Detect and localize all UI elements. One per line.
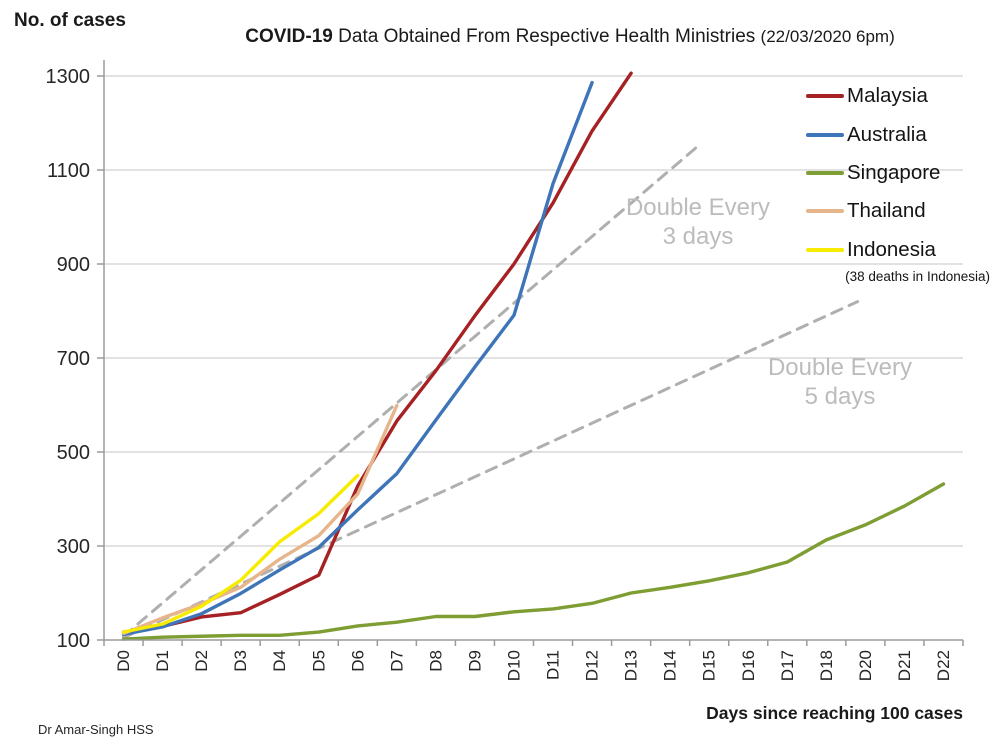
svg-text:D3: D3 <box>231 650 250 672</box>
singapore-line-swatch <box>806 170 844 175</box>
svg-text:D10: D10 <box>504 650 523 681</box>
australia-line-swatch <box>806 132 844 137</box>
svg-text:1300: 1300 <box>46 66 91 88</box>
svg-text:D12: D12 <box>583 650 602 681</box>
legend-item-indonesia: Indonesia <box>806 231 996 269</box>
guide-label-double-5-days: Double Every 5 days <box>740 353 940 411</box>
svg-text:D16: D16 <box>739 650 758 681</box>
svg-text:500: 500 <box>57 442 90 464</box>
legend-item-thailand: Thailand <box>806 192 996 230</box>
indonesia-deaths-note: (38 deaths in Indonesia) <box>845 269 990 284</box>
svg-text:D9: D9 <box>465 650 484 672</box>
legend: Malaysia Australia Singapore Thailand In… <box>806 77 996 269</box>
guide-label-line2: 5 days <box>804 383 876 410</box>
svg-text:D17: D17 <box>778 650 797 681</box>
guide-label-line1: Double Every <box>625 194 771 221</box>
guide-label-double-3-days: Double Every 3 days <box>598 193 798 251</box>
svg-text:D8: D8 <box>426 650 445 672</box>
legend-item-malaysia: Malaysia <box>806 77 996 115</box>
svg-text:D5: D5 <box>309 650 328 672</box>
author-credit: Dr Amar-Singh HSS <box>38 722 154 737</box>
svg-text:D0: D0 <box>114 650 133 672</box>
svg-text:900: 900 <box>57 254 90 276</box>
chart-title: COVID-19 Data Obtained From Respective H… <box>140 26 1000 48</box>
thailand-line-swatch <box>806 209 844 214</box>
chart-title-bold: COVID-19 <box>245 26 333 47</box>
svg-text:D15: D15 <box>700 650 719 681</box>
svg-text:D11: D11 <box>544 650 563 680</box>
svg-text:D22: D22 <box>934 650 953 681</box>
legend-item-australia: Australia <box>806 115 996 153</box>
svg-text:D20: D20 <box>856 650 875 681</box>
svg-text:D6: D6 <box>348 650 367 672</box>
malaysia-line-swatch <box>806 94 844 99</box>
guide-label-line2: 3 days <box>662 223 734 250</box>
legend-label: Singapore <box>847 160 941 184</box>
chart-title-date: (22/03/2020 6pm) <box>760 27 895 46</box>
svg-text:100: 100 <box>57 630 90 652</box>
svg-text:D14: D14 <box>661 650 680 681</box>
legend-label: Indonesia <box>847 237 936 261</box>
legend-label: Thailand <box>847 199 926 223</box>
svg-text:D1: D1 <box>153 650 172 672</box>
svg-text:300: 300 <box>57 536 90 558</box>
svg-text:700: 700 <box>57 348 90 370</box>
svg-text:D13: D13 <box>622 650 641 681</box>
legend-label: Australia <box>847 122 927 146</box>
svg-text:D21: D21 <box>895 650 914 681</box>
svg-text:D4: D4 <box>270 650 289 672</box>
svg-text:D2: D2 <box>192 650 211 672</box>
legend-item-singapore: Singapore <box>806 154 996 192</box>
guide-label-line1: Double Every <box>767 354 913 381</box>
indonesia-line-swatch <box>806 247 844 252</box>
svg-text:1100: 1100 <box>47 160 90 182</box>
legend-label: Malaysia <box>847 84 928 108</box>
svg-text:D18: D18 <box>817 650 836 681</box>
chart-title-rest: Data Obtained From Respective Health Min… <box>332 26 761 47</box>
x-axis-title: Days since reaching 100 cases <box>706 703 963 723</box>
svg-text:D7: D7 <box>387 650 406 672</box>
y-axis-title: No. of cases <box>14 10 126 31</box>
